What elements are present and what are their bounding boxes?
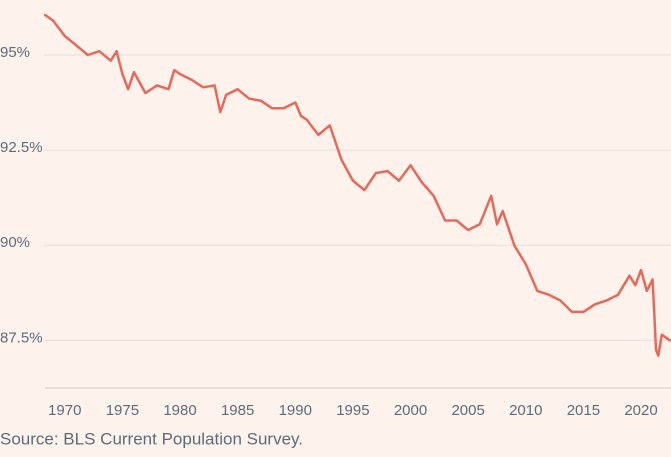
y-tick-label: 90%: [0, 234, 30, 251]
x-tick-label: 2000: [394, 402, 427, 419]
y-tick-label: 87.5%: [0, 329, 43, 346]
x-tick-label: 2005: [451, 402, 484, 419]
x-tick-label: 1985: [221, 402, 254, 419]
x-tick-label: 2020: [624, 402, 657, 419]
x-tick-label: 1975: [106, 402, 139, 419]
x-tick-label: 2010: [509, 402, 542, 419]
y-tick-label: 95%: [0, 44, 30, 61]
source-note: Source: BLS Current Population Survey.: [0, 429, 303, 448]
x-tick-label: 1980: [163, 402, 196, 419]
y-tick-label: 92.5%: [0, 139, 43, 156]
x-tick-label: 1990: [279, 402, 312, 419]
x-tick-label: 2015: [567, 402, 600, 419]
data-line: [43, 13, 671, 357]
x-tick-label: 1995: [336, 402, 369, 419]
x-tick-label: 1970: [48, 402, 81, 419]
